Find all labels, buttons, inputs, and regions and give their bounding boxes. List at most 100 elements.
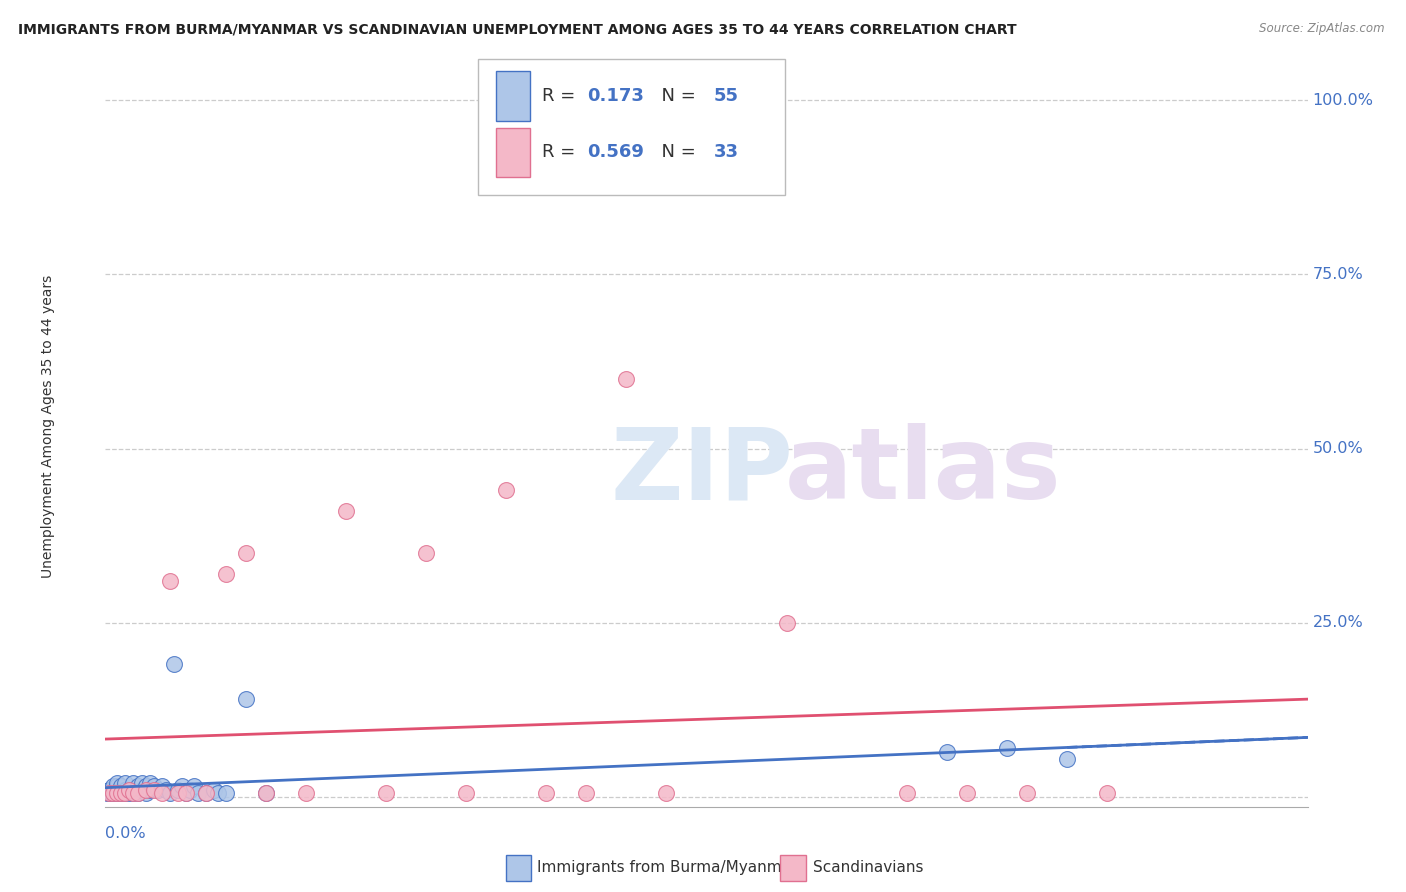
Point	[374, 786, 398, 800]
Text: 75.0%: 75.0%	[1312, 267, 1364, 282]
Point	[534, 786, 557, 800]
Point	[110, 786, 132, 800]
Point	[127, 786, 149, 800]
Text: N =: N =	[650, 143, 702, 161]
Point	[170, 780, 193, 794]
Point	[103, 786, 125, 800]
Point	[131, 782, 153, 797]
Point	[936, 745, 959, 759]
Point	[235, 546, 257, 560]
Point	[131, 776, 153, 790]
Text: ZIP: ZIP	[610, 423, 793, 520]
Point	[107, 786, 129, 800]
Point	[103, 786, 125, 800]
Text: 55: 55	[714, 87, 738, 105]
Point	[118, 782, 141, 797]
Point	[162, 657, 184, 672]
Text: Unemployment Among Ages 35 to 44 years: Unemployment Among Ages 35 to 44 years	[41, 275, 55, 577]
Point	[122, 776, 145, 790]
Point	[159, 786, 181, 800]
Point	[103, 786, 125, 800]
Point	[127, 786, 149, 800]
Point	[103, 782, 125, 797]
Point	[150, 786, 173, 800]
Point	[1056, 751, 1078, 765]
Text: R =: R =	[541, 87, 581, 105]
Point	[107, 776, 129, 790]
Text: 0.569: 0.569	[588, 143, 644, 161]
Point	[107, 782, 129, 797]
Point	[150, 780, 173, 794]
Point	[107, 780, 129, 794]
Point	[100, 786, 122, 800]
Point	[194, 786, 217, 800]
Point	[655, 786, 678, 800]
Point	[96, 786, 118, 800]
Point	[142, 782, 165, 797]
Point	[254, 786, 277, 800]
Text: Source: ZipAtlas.com: Source: ZipAtlas.com	[1260, 22, 1385, 36]
Point	[495, 483, 517, 498]
Point	[114, 786, 136, 800]
Bar	[496, 128, 530, 178]
Point	[896, 786, 918, 800]
Point	[98, 782, 121, 797]
Point	[295, 786, 318, 800]
Point	[995, 741, 1018, 756]
Point	[166, 786, 188, 800]
Point	[146, 782, 169, 797]
Text: 50.0%: 50.0%	[1312, 441, 1364, 456]
Point	[776, 615, 799, 630]
Point	[114, 776, 136, 790]
Point	[179, 782, 201, 797]
FancyBboxPatch shape	[478, 59, 785, 194]
Point	[166, 782, 188, 797]
Point	[122, 786, 145, 800]
Point	[104, 782, 127, 797]
Point	[1017, 786, 1039, 800]
Point	[335, 504, 357, 518]
Point	[214, 786, 236, 800]
Text: R =: R =	[541, 143, 581, 161]
Point	[138, 776, 160, 790]
Point	[575, 786, 598, 800]
Point	[155, 782, 177, 797]
Point	[207, 786, 229, 800]
Point	[98, 786, 121, 800]
Point	[118, 782, 141, 797]
Text: 100.0%: 100.0%	[1312, 93, 1374, 108]
Text: Scandinavians: Scandinavians	[813, 861, 924, 875]
Point	[616, 372, 638, 386]
Text: IMMIGRANTS FROM BURMA/MYANMAR VS SCANDINAVIAN UNEMPLOYMENT AMONG AGES 35 TO 44 Y: IMMIGRANTS FROM BURMA/MYANMAR VS SCANDIN…	[18, 22, 1017, 37]
Point	[956, 786, 979, 800]
Point	[415, 546, 437, 560]
Point	[214, 566, 236, 581]
Point	[110, 786, 132, 800]
Point	[114, 782, 136, 797]
Point	[138, 782, 160, 797]
Text: Immigrants from Burma/Myanmar: Immigrants from Burma/Myanmar	[537, 861, 797, 875]
Text: N =: N =	[650, 87, 702, 105]
Point	[187, 786, 209, 800]
Point	[135, 786, 157, 800]
Text: 0.173: 0.173	[588, 87, 644, 105]
Point	[174, 786, 197, 800]
Point	[135, 780, 157, 794]
Point	[159, 574, 181, 588]
Point	[110, 782, 132, 797]
Point	[107, 786, 129, 800]
Point	[174, 786, 197, 800]
Point	[235, 692, 257, 706]
Point	[135, 782, 157, 797]
Point	[110, 780, 132, 794]
Point	[98, 782, 121, 797]
Text: 25.0%: 25.0%	[1312, 615, 1364, 630]
Text: atlas: atlas	[785, 423, 1062, 520]
Point	[114, 786, 136, 800]
Point	[122, 786, 145, 800]
Text: 0.0%: 0.0%	[105, 826, 146, 841]
Point	[183, 780, 205, 794]
Point	[194, 786, 217, 800]
Point	[454, 786, 477, 800]
Point	[142, 780, 165, 794]
